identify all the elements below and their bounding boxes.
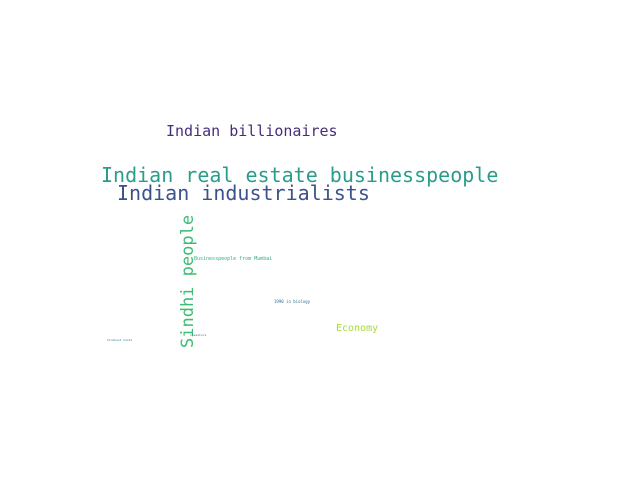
word-indian-industrialists: Indian industrialists [117,181,370,205]
word-investors: investors [190,333,207,337]
word-businesspeople-from-mumbai: Businesspeople from Mumbai [194,256,273,262]
word-sindhi-people: Sindhi people [178,214,198,348]
word-sindhust-hosts: Sindhust hosts [107,338,133,342]
word-economy: Economy [336,323,379,334]
word-indian-real-estate-businesspeople: Indian real estate businesspeople [101,163,499,187]
word-1990-in-biology: 1990 in biology [274,299,311,304]
word-indian-billionaires: Indian billionaires [166,122,338,140]
